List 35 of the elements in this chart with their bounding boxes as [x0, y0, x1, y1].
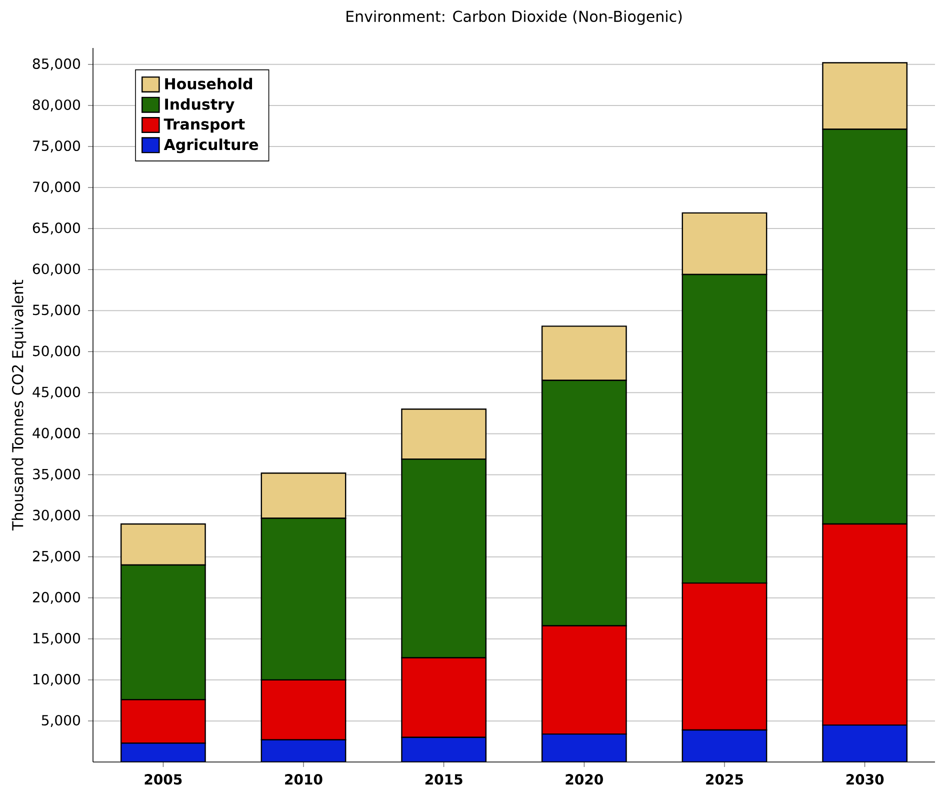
y-tick-label: 85,000 [32, 58, 80, 70]
chart-title: Environment: Carbon Dioxide (Non-Biogenic) [346, 10, 682, 25]
y-tick-label: 35,000 [33, 468, 80, 481]
x-tick-label: 2015 [425, 774, 462, 785]
legend-label: Transport [164, 118, 245, 133]
bar [120, 742, 206, 762]
legend-label: Agriculture [164, 138, 258, 154]
legend-label: Household [165, 78, 252, 90]
y-tick-label: 30,000 [33, 510, 80, 522]
bar [541, 733, 627, 762]
y-tick-label: 45,000 [32, 386, 80, 399]
bar [682, 729, 768, 762]
y-tick-label: 25,000 [32, 550, 80, 563]
y-tick-label: 40,000 [32, 428, 80, 440]
bar [822, 724, 908, 762]
y-tick-label: 10,000 [33, 674, 80, 686]
x-tick-label: 2025 [706, 774, 743, 785]
y-tick-label: 50,000 [33, 346, 80, 358]
x-tick-label: 2010 [285, 774, 322, 785]
bar [401, 736, 487, 762]
y-axis-title: Thousand Tonnes CO2 Equivalent [12, 280, 26, 530]
bar [260, 739, 346, 762]
y-tick-label: 70,000 [33, 182, 80, 194]
y-tick-label: 65,000 [32, 222, 80, 235]
x-tick-label: 2030 [846, 774, 884, 785]
y-tick-label: 20,000 [32, 592, 80, 604]
y-tick-label: 75,000 [33, 140, 80, 152]
y-tick-label: 60,000 [32, 264, 80, 276]
y-tick-label: 15,000 [33, 632, 80, 645]
y-tick-label: 80,000 [32, 99, 80, 112]
legend-label: Industry [165, 98, 234, 113]
x-tick-label: 2005 [144, 774, 182, 785]
y-tick-label: 55,000 [33, 304, 80, 317]
x-tick-label: 2020 [566, 774, 603, 785]
y-tick-label: 5,000 [42, 714, 80, 727]
